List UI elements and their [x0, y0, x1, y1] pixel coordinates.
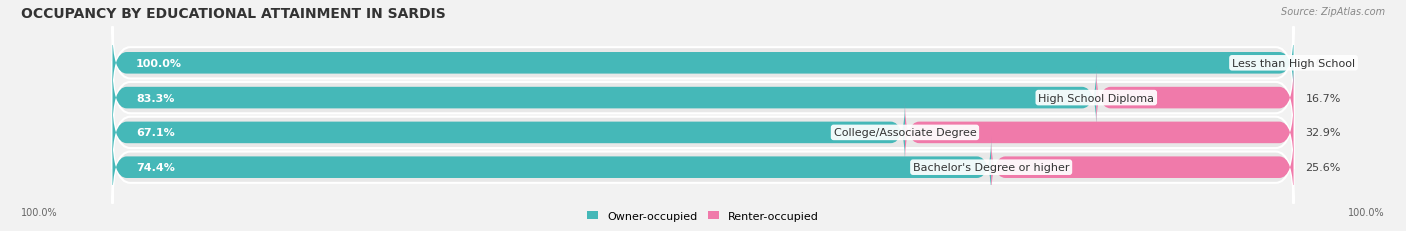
Text: College/Associate Degree: College/Associate Degree: [834, 128, 976, 138]
Text: High School Diploma: High School Diploma: [1038, 93, 1154, 103]
Text: 67.1%: 67.1%: [136, 128, 174, 138]
Text: OCCUPANCY BY EDUCATIONAL ATTAINMENT IN SARDIS: OCCUPANCY BY EDUCATIONAL ATTAINMENT IN S…: [21, 7, 446, 21]
Text: 100.0%: 100.0%: [1348, 207, 1385, 218]
FancyBboxPatch shape: [112, 62, 1294, 134]
Legend: Owner-occupied, Renter-occupied: Owner-occupied, Renter-occupied: [582, 207, 824, 225]
Text: 100.0%: 100.0%: [21, 207, 58, 218]
Text: Bachelor's Degree or higher: Bachelor's Degree or higher: [912, 162, 1070, 173]
FancyBboxPatch shape: [991, 137, 1294, 198]
Text: Source: ZipAtlas.com: Source: ZipAtlas.com: [1281, 7, 1385, 17]
Text: Less than High School: Less than High School: [1232, 58, 1355, 69]
Text: 25.6%: 25.6%: [1305, 162, 1341, 173]
Text: 16.7%: 16.7%: [1305, 93, 1341, 103]
FancyBboxPatch shape: [112, 137, 991, 198]
FancyBboxPatch shape: [1097, 67, 1294, 129]
Text: 83.3%: 83.3%: [136, 93, 174, 103]
FancyBboxPatch shape: [112, 67, 1097, 129]
FancyBboxPatch shape: [112, 27, 1294, 100]
FancyBboxPatch shape: [112, 33, 1294, 94]
FancyBboxPatch shape: [112, 131, 1294, 204]
FancyBboxPatch shape: [112, 97, 1294, 169]
Text: 0.0%: 0.0%: [1305, 58, 1333, 69]
Text: 100.0%: 100.0%: [136, 58, 183, 69]
FancyBboxPatch shape: [905, 102, 1294, 164]
Text: 74.4%: 74.4%: [136, 162, 174, 173]
Text: 32.9%: 32.9%: [1305, 128, 1341, 138]
FancyBboxPatch shape: [112, 102, 905, 164]
